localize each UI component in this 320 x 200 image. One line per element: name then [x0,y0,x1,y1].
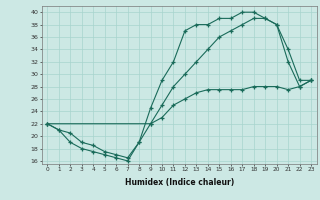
X-axis label: Humidex (Indice chaleur): Humidex (Indice chaleur) [124,178,234,187]
